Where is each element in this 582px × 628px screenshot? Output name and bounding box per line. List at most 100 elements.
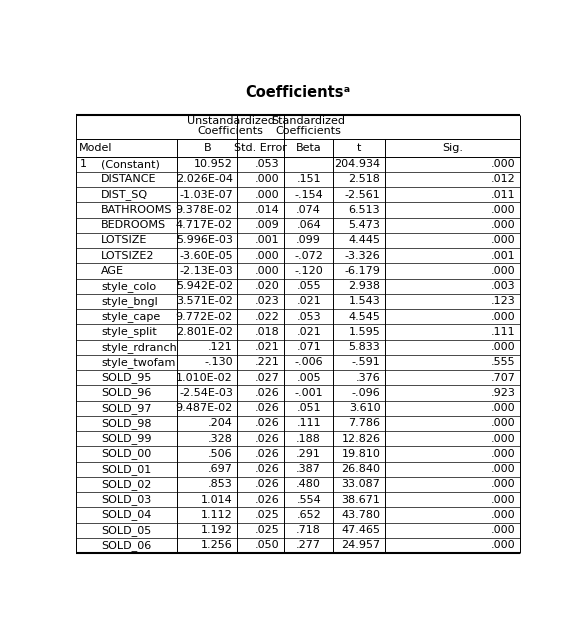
Text: .001: .001 [255, 236, 279, 246]
Text: SOLD_01: SOLD_01 [101, 464, 151, 475]
Text: .000: .000 [491, 311, 516, 322]
Text: .123: .123 [491, 296, 516, 306]
Text: style_rdranch: style_rdranch [101, 342, 177, 353]
Text: .000: .000 [491, 403, 516, 413]
Text: .000: .000 [491, 236, 516, 246]
Text: style_twofam: style_twofam [101, 357, 176, 368]
Text: -.006: -.006 [294, 357, 323, 367]
Text: style_split: style_split [101, 327, 157, 337]
Text: SOLD_04: SOLD_04 [101, 509, 151, 521]
Text: 5.996E-03: 5.996E-03 [176, 236, 233, 246]
Text: .000: .000 [491, 434, 516, 444]
Text: -.072: -.072 [294, 251, 323, 261]
Text: .707: .707 [491, 373, 516, 382]
Text: .022: .022 [254, 311, 279, 322]
Text: SOLD_97: SOLD_97 [101, 403, 152, 414]
Text: .555: .555 [491, 357, 516, 367]
Text: 1.543: 1.543 [349, 296, 381, 306]
Text: .718: .718 [296, 525, 321, 535]
Text: .071: .071 [296, 342, 321, 352]
Text: style_bngl: style_bngl [101, 296, 158, 307]
Text: .554: .554 [296, 495, 321, 505]
Text: .026: .026 [254, 418, 279, 428]
Text: .328: .328 [208, 434, 233, 444]
Text: Coefficients: Coefficients [276, 126, 342, 136]
Text: .000: .000 [255, 266, 279, 276]
Text: SOLD_00: SOLD_00 [101, 448, 151, 460]
Text: .000: .000 [491, 510, 516, 520]
Text: .026: .026 [254, 388, 279, 398]
Text: .012: .012 [491, 175, 516, 185]
Text: .026: .026 [254, 495, 279, 505]
Text: .277: .277 [296, 541, 321, 551]
Text: 24.957: 24.957 [341, 541, 381, 551]
Text: -3.326: -3.326 [345, 251, 381, 261]
Text: Std. Error: Std. Error [234, 143, 287, 153]
Text: .050: .050 [255, 541, 279, 551]
Text: 1: 1 [80, 160, 87, 169]
Text: style_cape: style_cape [101, 311, 161, 322]
Text: -2.54E-03: -2.54E-03 [179, 388, 233, 398]
Text: .014: .014 [254, 205, 279, 215]
Text: .000: .000 [491, 342, 516, 352]
Text: .697: .697 [208, 464, 233, 474]
Text: Sig.: Sig. [442, 143, 463, 153]
Text: .018: .018 [254, 327, 279, 337]
Text: SOLD_95: SOLD_95 [101, 372, 151, 383]
Text: SOLD_99: SOLD_99 [101, 433, 152, 444]
Text: SOLD_96: SOLD_96 [101, 387, 151, 398]
Text: .000: .000 [255, 175, 279, 185]
Text: 1.595: 1.595 [349, 327, 381, 337]
Text: -.096: -.096 [352, 388, 381, 398]
Text: Beta: Beta [296, 143, 321, 153]
Text: .026: .026 [254, 464, 279, 474]
Text: .051: .051 [296, 403, 321, 413]
Text: 10.952: 10.952 [194, 160, 233, 169]
Text: 1.112: 1.112 [201, 510, 233, 520]
Text: .000: .000 [491, 449, 516, 459]
Text: SOLD_98: SOLD_98 [101, 418, 152, 429]
Text: style_colo: style_colo [101, 281, 157, 291]
Text: 7.786: 7.786 [349, 418, 381, 428]
Text: .009: .009 [254, 220, 279, 230]
Text: .026: .026 [254, 480, 279, 489]
Text: 5.833: 5.833 [349, 342, 381, 352]
Text: Standardized: Standardized [272, 116, 346, 126]
Text: 3.610: 3.610 [349, 403, 381, 413]
Text: .000: .000 [491, 205, 516, 215]
Text: LOTSIZE: LOTSIZE [101, 236, 148, 246]
Text: .221: .221 [254, 357, 279, 367]
Text: 2.518: 2.518 [349, 175, 381, 185]
Text: (Constant): (Constant) [101, 160, 160, 169]
Text: .020: .020 [254, 281, 279, 291]
Text: -6.179: -6.179 [345, 266, 381, 276]
Text: .026: .026 [254, 403, 279, 413]
Text: 4.445: 4.445 [349, 236, 381, 246]
Text: 1.256: 1.256 [201, 541, 233, 551]
Text: DISTANCE: DISTANCE [101, 175, 157, 185]
Text: 9.487E-02: 9.487E-02 [176, 403, 233, 413]
Text: BEDROOMS: BEDROOMS [101, 220, 166, 230]
Text: .111: .111 [296, 418, 321, 428]
Text: .291: .291 [296, 449, 321, 459]
Text: .003: .003 [491, 281, 516, 291]
Text: .025: .025 [254, 510, 279, 520]
Text: .000: .000 [491, 418, 516, 428]
Text: Coefficients: Coefficients [198, 126, 264, 136]
Text: .025: .025 [254, 525, 279, 535]
Text: .652: .652 [296, 510, 321, 520]
Text: .053: .053 [296, 311, 321, 322]
Text: -.120: -.120 [294, 266, 323, 276]
Text: .000: .000 [255, 190, 279, 200]
Text: -2.561: -2.561 [345, 190, 381, 200]
Text: 47.465: 47.465 [342, 525, 381, 535]
Text: 38.671: 38.671 [342, 495, 381, 505]
Text: .021: .021 [296, 296, 321, 306]
Text: -2.13E-03: -2.13E-03 [179, 266, 233, 276]
Text: .023: .023 [254, 296, 279, 306]
Text: .506: .506 [208, 449, 233, 459]
Text: .111: .111 [491, 327, 516, 337]
Text: -.001: -.001 [294, 388, 323, 398]
Text: .000: .000 [255, 251, 279, 261]
Text: .000: .000 [491, 480, 516, 489]
